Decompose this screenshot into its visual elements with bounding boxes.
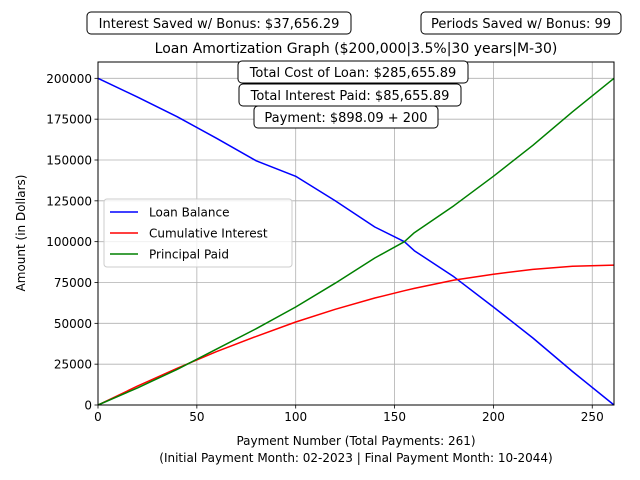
legend-box: [103, 198, 293, 268]
legend-label-loan-balance: Loan Balance: [149, 206, 229, 220]
legend: Loan Balance Cumulative Interest Principal…: [103, 198, 293, 268]
annotation-periods-saved-text: Periods Saved w/ Bonus: 99: [431, 17, 611, 32]
y-tick-label: 200000: [46, 72, 92, 86]
legend-label-principal-paid: Principal Paid: [149, 248, 229, 262]
legend-label-cumulative-interest: Cumulative Interest: [149, 227, 268, 241]
y-tick-label: 75000: [54, 276, 92, 290]
x-tick-label: 0: [94, 410, 102, 424]
y-tick-label: 25000: [54, 358, 92, 372]
x-tick-label: 50: [189, 410, 204, 424]
annotation-total-cost-text: Total Cost of Loan: $285,655.89: [249, 66, 457, 81]
x-tick-label: 150: [383, 410, 406, 424]
annotation-interest-saved-text: Interest Saved w/ Bonus: $37,656.29: [99, 17, 340, 32]
y-tick-label: 150000: [46, 154, 92, 168]
y-tick-label: 125000: [46, 194, 92, 208]
y-tick-label: 100000: [46, 235, 92, 249]
annotation-payment-text: Payment: $898.09 + 200: [264, 111, 427, 126]
x-tick-label: 100: [284, 410, 307, 424]
x-axis-sublabel: (Initial Payment Month: 02-2023 | Final …: [159, 451, 552, 465]
loan-balance-line: [97, 77, 615, 406]
y-tick-label: 50000: [54, 317, 92, 331]
y-tick-label: 0: [84, 399, 92, 413]
annotation-total-cost: Total Cost of Loan: $285,655.89: [237, 60, 469, 84]
y-axis-label: Amount (in Dollars): [14, 175, 28, 292]
annotation-total-interest: Total Interest Paid: $85,655.89: [238, 83, 462, 107]
annotation-total-interest-text: Total Interest Paid: $85,655.89: [250, 89, 450, 104]
x-axis-label: Payment Number (Total Payments: 261): [236, 434, 475, 448]
annotation-interest-saved: Interest Saved w/ Bonus: $37,656.29: [86, 11, 352, 35]
axis-ticks: 0 50 100 150 200 250 0 25000 50000 75000 100000 125…: [46, 72, 604, 424]
x-tick-label: 200: [482, 410, 505, 424]
x-tick-label: 250: [581, 410, 604, 424]
annotation-periods-saved: Periods Saved w/ Bonus: 99: [420, 11, 622, 35]
principal-paid-line: [97, 77, 615, 406]
series-lines: [97, 77, 615, 406]
annotation-payment: Payment: $898.09 + 200: [253, 105, 439, 129]
y-tick-label: 175000: [46, 113, 92, 127]
chart-title: Loan Amortization Graph ($200,000|3.5%|3…: [155, 41, 558, 57]
